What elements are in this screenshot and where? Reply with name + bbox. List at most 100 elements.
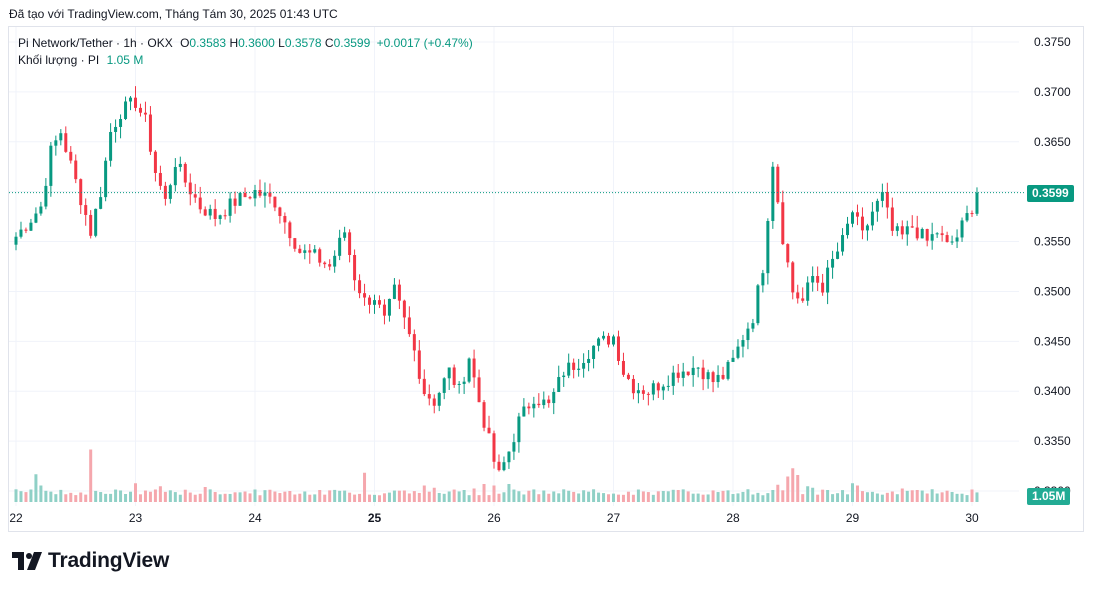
candles xyxy=(14,86,979,472)
volume-bar xyxy=(363,472,367,502)
candle-body xyxy=(756,285,760,324)
candle-body xyxy=(646,393,650,395)
candle-body xyxy=(855,212,859,217)
volume-bar xyxy=(263,490,267,502)
candle-body xyxy=(238,193,242,206)
volume-bar xyxy=(158,486,162,502)
candle-body xyxy=(94,208,98,236)
volume-bar xyxy=(761,495,765,502)
volume-bar xyxy=(890,491,894,502)
volume-bar xyxy=(975,492,979,502)
volume-bar xyxy=(348,492,352,502)
volume-bar xyxy=(407,493,411,502)
candle-body xyxy=(731,357,735,362)
tradingview-logo[interactable]: TradingView xyxy=(12,549,169,573)
time-tick-label: 22 xyxy=(9,511,23,525)
volume-bar xyxy=(502,492,506,502)
volume-bar xyxy=(283,491,287,502)
candle-body xyxy=(34,213,38,223)
candle-body xyxy=(109,131,113,161)
candle-body xyxy=(293,238,297,249)
candle-body xyxy=(706,372,710,380)
candle-body xyxy=(607,335,611,345)
volume-bar xyxy=(467,495,471,502)
volume-bar xyxy=(915,490,919,502)
volume-bar xyxy=(99,492,103,502)
candle-body xyxy=(686,371,690,376)
volume-bar xyxy=(671,489,675,502)
volume-bar xyxy=(223,493,227,502)
volume-bar xyxy=(532,489,536,502)
volume-bar xyxy=(447,491,451,502)
volume-bar xyxy=(143,490,147,502)
candle-body xyxy=(79,179,83,206)
candle-body xyxy=(44,185,48,207)
volume-bar xyxy=(851,483,854,502)
candle-body xyxy=(577,368,581,370)
volume-bar xyxy=(427,491,431,502)
volume-bar xyxy=(482,484,486,502)
volume-bar xyxy=(945,490,949,502)
volume-bar xyxy=(547,493,551,502)
volume-bar xyxy=(387,492,391,502)
volume-bar xyxy=(213,492,217,502)
price-tick-label: 0.3700 xyxy=(1034,85,1071,99)
volume-bar xyxy=(14,489,18,502)
candle-body xyxy=(457,383,461,385)
volume-bar xyxy=(303,491,307,502)
volume-bar xyxy=(268,489,272,502)
legend-open-label: O xyxy=(180,36,190,50)
volume-bar xyxy=(44,490,48,502)
candle-body xyxy=(587,358,591,363)
candle-body xyxy=(895,226,899,231)
price-tick-label: 0.3750 xyxy=(1034,35,1071,49)
candle-body xyxy=(69,151,73,161)
volume-bar xyxy=(855,485,859,502)
candle-body xyxy=(487,427,491,434)
volume-bar xyxy=(791,468,795,502)
candle-body xyxy=(363,293,367,298)
candle-body xyxy=(84,205,88,215)
legend: Pi Network/Tether · 1h · OKX O0.3583 H0.… xyxy=(18,35,473,69)
volume-bar xyxy=(218,494,222,502)
volume-bar xyxy=(114,489,118,502)
candle-body xyxy=(860,216,864,231)
candle-body xyxy=(59,133,63,141)
volume-bar xyxy=(377,495,381,502)
volume-bar xyxy=(691,493,695,502)
candle-body xyxy=(318,249,322,263)
candle-body xyxy=(348,232,352,255)
candle-body xyxy=(49,145,53,186)
candle-body xyxy=(636,390,640,394)
volume-bar xyxy=(79,492,83,502)
volume-bar xyxy=(711,490,715,502)
candle-body xyxy=(153,151,157,173)
candle-body xyxy=(557,377,561,393)
candle-body xyxy=(910,226,914,228)
volume-bar xyxy=(920,490,924,502)
volume-bar xyxy=(134,483,137,502)
candle-body xyxy=(134,97,137,108)
candle-body xyxy=(841,235,845,252)
candle-body xyxy=(278,207,282,217)
volume-bar xyxy=(487,495,491,502)
volume-bar xyxy=(796,475,800,502)
candle-body xyxy=(223,215,227,217)
volume-bar xyxy=(860,491,864,502)
candle-body xyxy=(148,114,152,152)
volume-bar xyxy=(129,491,133,502)
candle-body xyxy=(198,197,202,210)
candle-body xyxy=(726,361,730,379)
volume-bar xyxy=(338,490,342,502)
volume-bar xyxy=(766,493,770,502)
volume-bar xyxy=(955,493,959,502)
volume-bar xyxy=(537,494,541,502)
volume-bar xyxy=(522,494,526,502)
candle-body xyxy=(432,398,436,406)
candle-body xyxy=(602,335,606,339)
time-tick-label: 25 xyxy=(368,511,382,525)
volume-bar xyxy=(397,490,401,502)
volume-bar xyxy=(278,493,282,502)
candle-body xyxy=(950,241,954,243)
